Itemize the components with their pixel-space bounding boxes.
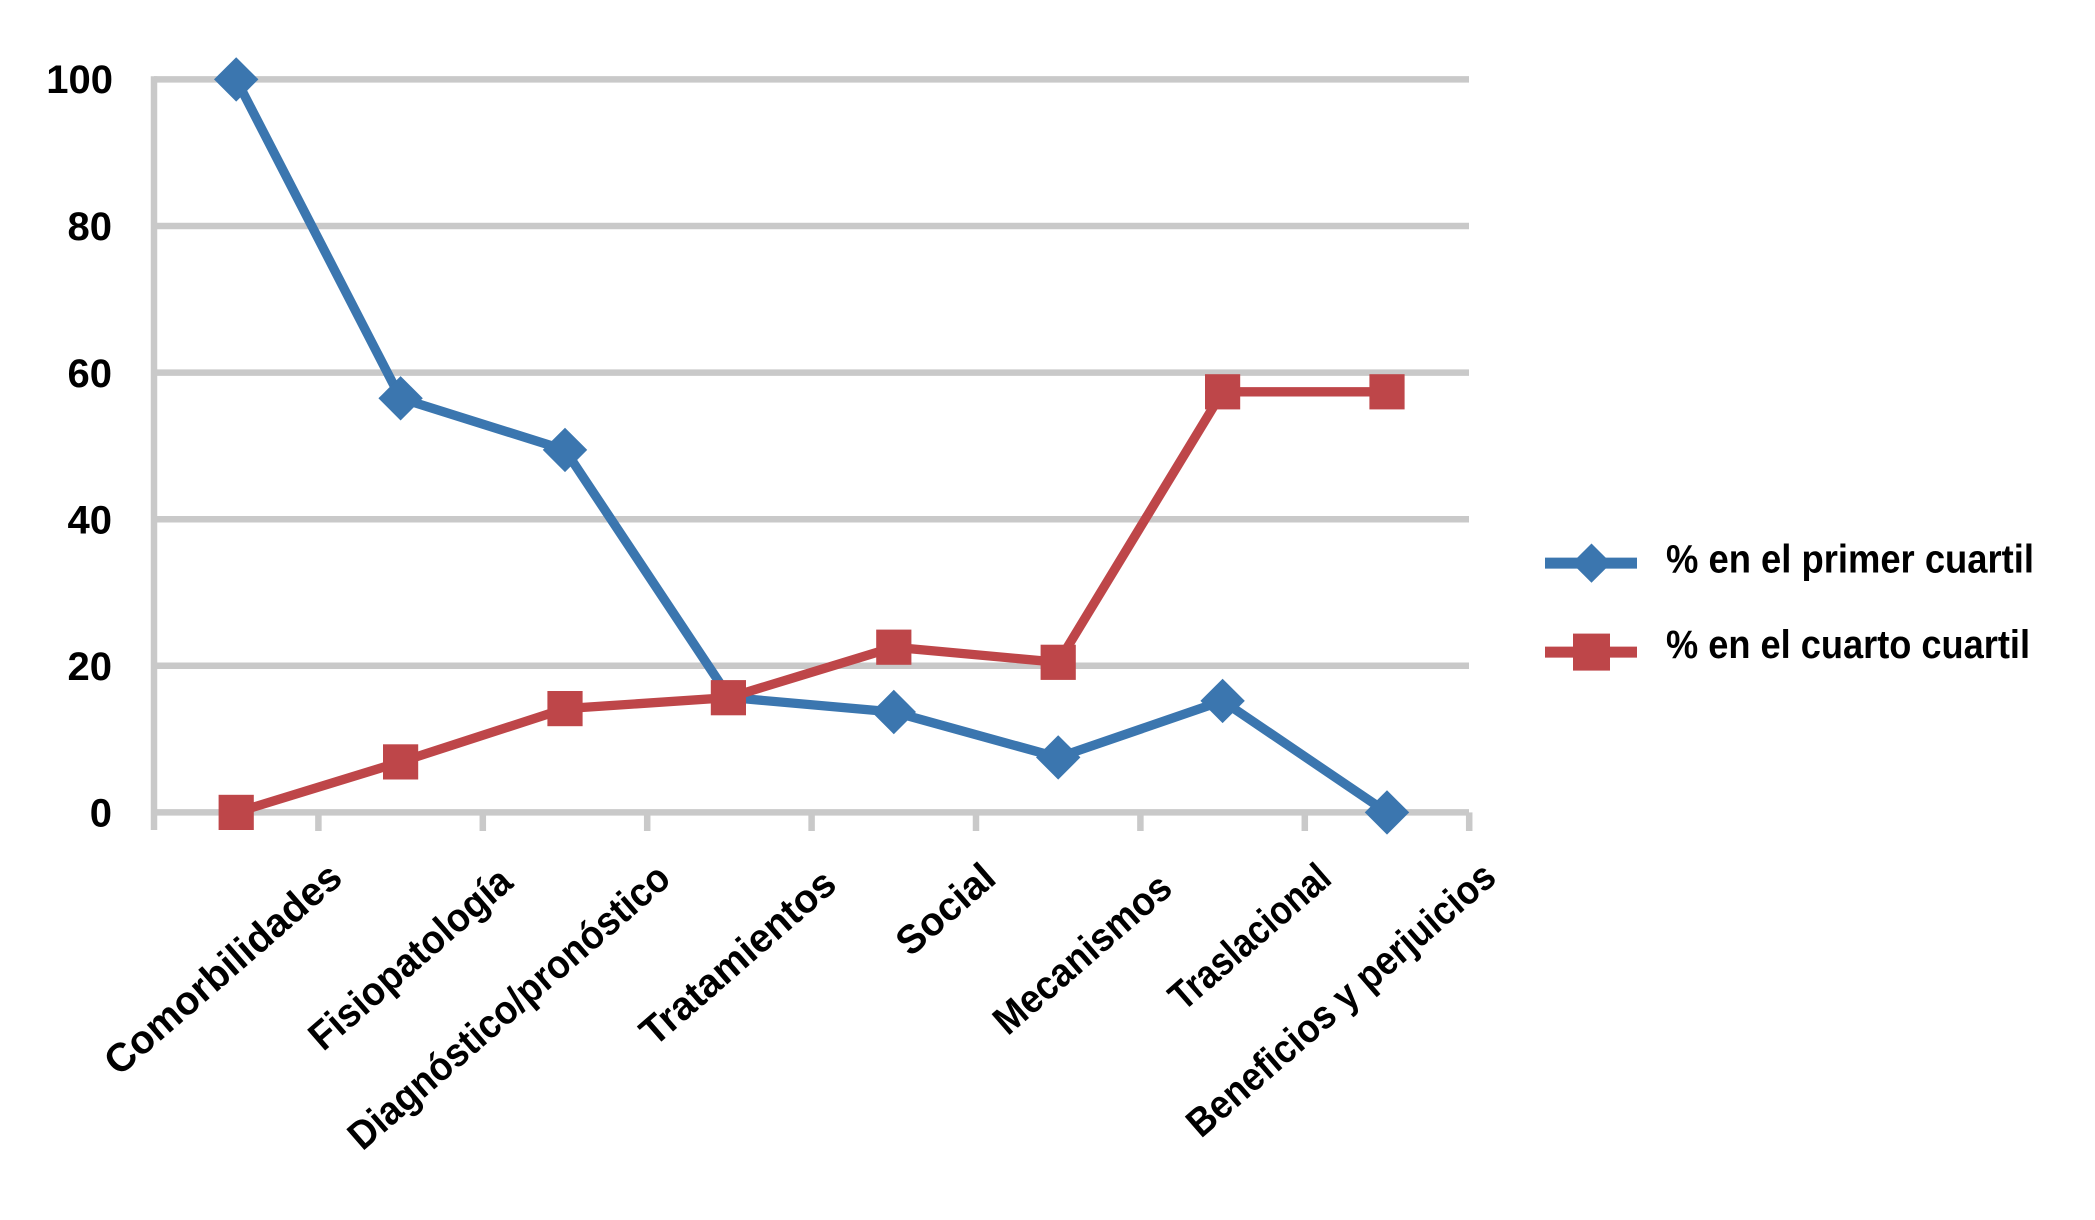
svg-text:20: 20 — [68, 645, 113, 689]
svg-text:60: 60 — [68, 352, 113, 396]
svg-text:40: 40 — [68, 498, 113, 542]
svg-text:% en el primer cuartil: % en el primer cuartil — [1666, 538, 2034, 582]
svg-text:100: 100 — [46, 58, 113, 102]
svg-text:0: 0 — [90, 792, 112, 836]
svg-text:80: 80 — [68, 205, 113, 249]
svg-text:% en el cuarto cuartil: % en el cuarto cuartil — [1666, 623, 2030, 667]
